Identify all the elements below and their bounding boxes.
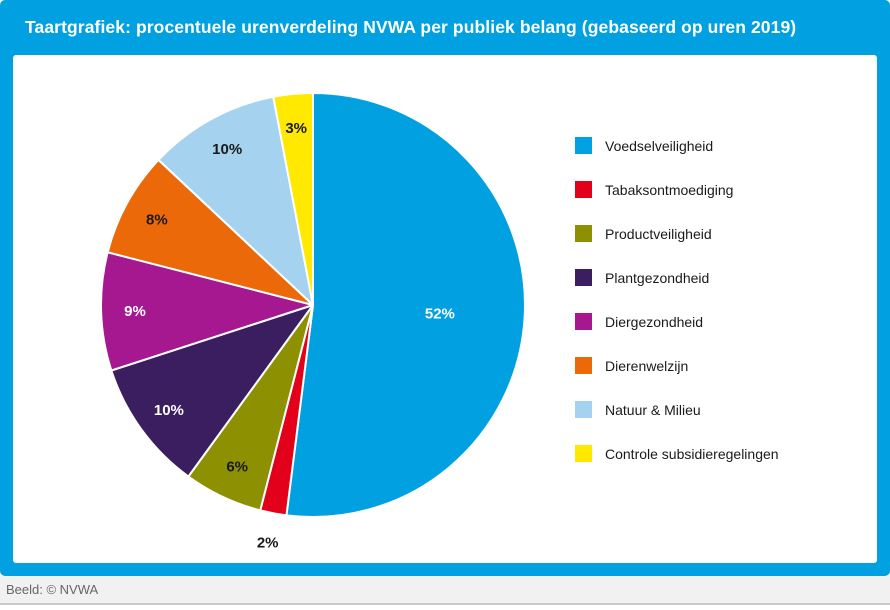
legend-label: Natuur & Milieu: [605, 401, 701, 418]
legend-label: Diergezondheid: [605, 313, 704, 330]
legend-label: Productveiligheid: [605, 225, 712, 242]
legend-label: Voedselveiligheid: [605, 137, 714, 154]
pie-slice-4: [100, 251, 314, 372]
chart-title: Taartgrafiek: procentuele urenverdeling …: [25, 17, 797, 37]
chart-panel: 52% 2% 6% 10% 9% 8% 10% 3% Voedselveiligheid Tab…: [13, 55, 877, 563]
legend-swatch: [575, 357, 592, 374]
legend-swatch: [575, 401, 592, 418]
legend-item: Tabaksontmoediging: [575, 181, 779, 198]
slice-value-label: 9%: [124, 303, 146, 320]
legend-item: Natuur & Milieu: [575, 401, 779, 418]
legend-item: Productveiligheid: [575, 225, 779, 242]
slice-value-label: 3%: [285, 120, 307, 137]
credit-bar: Beeld: © NVWA: [0, 576, 890, 605]
slice-value-label: 10%: [154, 402, 184, 419]
legend-swatch: [575, 137, 592, 154]
legend-item: Dierenwelzijn: [575, 357, 779, 374]
pie-slice-0: [285, 92, 526, 518]
legend-swatch: [575, 181, 592, 198]
legend-item: Diergezondheid: [575, 313, 779, 330]
legend-label: Plantgezondheid: [605, 269, 710, 286]
legend-label: Controle subsidieregelingen: [605, 445, 779, 462]
legend-label: Tabaksontmoediging: [605, 181, 734, 198]
slice-value-label: 52%: [425, 305, 455, 322]
pie-slice-7: [272, 92, 314, 306]
slice-value-label: 10%: [212, 141, 242, 158]
slice-value-label: 8%: [146, 211, 168, 228]
legend-swatch: [575, 269, 592, 286]
pie-slice-6: [157, 95, 314, 306]
slice-value-label: 6%: [226, 458, 248, 475]
credit-text: Beeld: © NVWA: [6, 582, 99, 597]
legend-swatch: [575, 225, 592, 242]
legend-swatch: [575, 445, 592, 462]
legend-item: Plantgezondheid: [575, 269, 779, 286]
pie-slice-5: [106, 158, 314, 306]
legend-swatch: [575, 313, 592, 330]
pie-slice-3: [110, 304, 314, 478]
legend: Voedselveiligheid Tabaksontmoediging Produ…: [575, 137, 779, 489]
slice-value-label: 2%: [257, 535, 279, 552]
chart-frame: Taartgrafiek: procentuele urenverdeling …: [0, 0, 890, 576]
legend-item: Controle subsidieregelingen: [575, 445, 779, 462]
pie-chart: 52% 2% 6% 10% 9% 8% 10% 3%: [100, 92, 526, 552]
legend-label: Dierenwelzijn: [605, 357, 689, 374]
legend-item: Voedselveiligheid: [575, 137, 779, 154]
